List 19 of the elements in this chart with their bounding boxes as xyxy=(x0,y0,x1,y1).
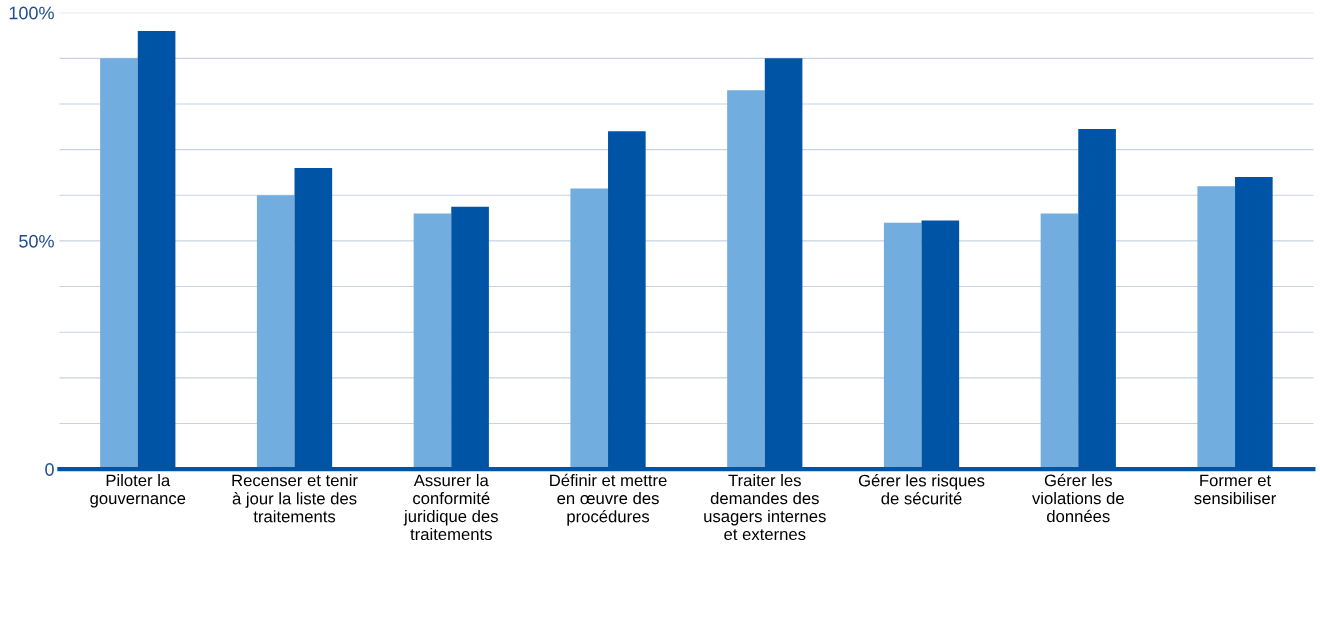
bar xyxy=(1040,213,1079,470)
bar xyxy=(1197,186,1236,470)
x-tick-label: Recenser et tenir à jour la liste des traitements xyxy=(232,474,358,523)
bar xyxy=(570,188,609,470)
bar xyxy=(413,213,452,470)
y-tick-label: 100% xyxy=(9,6,54,20)
x-tick-label: Former et sensibiliser xyxy=(1194,474,1276,505)
x-tick-label: Gérer les risques de sécurité xyxy=(858,474,985,505)
bar xyxy=(727,90,765,470)
bar xyxy=(256,195,295,470)
bar xyxy=(100,58,138,470)
x-tick-label: Gérer les violations de données xyxy=(1032,473,1124,523)
x-tick-label: Piloter la gouvernance xyxy=(90,474,186,508)
y-tick-label: 0 xyxy=(45,463,54,476)
x-tick-label: Assurer la conformité juridique des traitements xyxy=(403,474,498,541)
x-tick-label: Traiter les demandes des usagers internes et externes xyxy=(704,474,826,541)
x-tick-label: Définir et mettre en œuvre des procédures xyxy=(550,473,667,526)
y-tick-label: 50% xyxy=(19,234,54,248)
bar xyxy=(883,222,922,470)
